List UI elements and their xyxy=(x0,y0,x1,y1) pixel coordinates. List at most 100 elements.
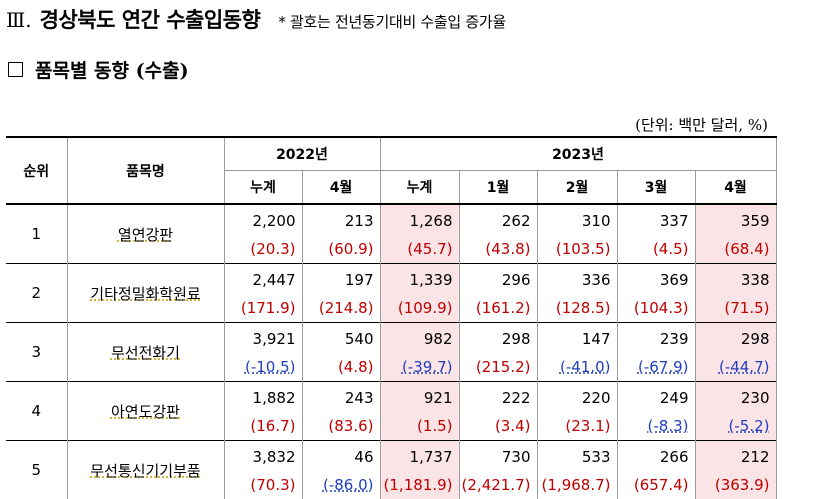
item-name: 무선통신기기부품 xyxy=(90,462,200,480)
rate-value: (3.4) xyxy=(495,417,531,435)
value-cell: 359 xyxy=(695,204,776,235)
rate-value: (70.3) xyxy=(250,476,295,494)
col-item-header: 품목명 xyxy=(67,137,224,204)
rate-value: (-10.5) xyxy=(245,358,296,376)
rate-value: (161.2) xyxy=(476,299,531,317)
rate-value: (1.5) xyxy=(417,417,453,435)
value-cell: 730 xyxy=(459,441,537,472)
sub-header: 4월 xyxy=(302,171,380,205)
value-cell: 921 xyxy=(380,382,459,413)
item-name-cell: 무선전화기 xyxy=(67,323,224,382)
value-cell: 2,200 xyxy=(224,204,302,235)
rank-cell: 2 xyxy=(6,264,67,323)
rate-cell: (215.2) xyxy=(459,353,537,382)
value-cell: 540 xyxy=(302,323,380,354)
value-cell: 2,447 xyxy=(224,264,302,295)
rate-cell: (70.3) xyxy=(224,471,302,499)
rate-cell: (4.5) xyxy=(617,235,695,264)
value-cell: 533 xyxy=(537,441,617,472)
section-number: Ⅲ. xyxy=(6,8,32,32)
rate-value: (109.9) xyxy=(398,299,453,317)
empty-square-icon xyxy=(8,62,23,77)
heading-note: * 괄호는 전년동기대비 수출입 증가율 xyxy=(278,11,506,32)
rate-cell: (1,968.7) xyxy=(537,471,617,499)
rate-value: (-39.7) xyxy=(402,358,453,376)
export-items-table: 순위 품목명 2022년 2023년 누계 4월 누계 1월 2월 3월 4월 … xyxy=(6,136,777,499)
rate-cell: (4.8) xyxy=(302,353,380,382)
rate-value: (171.9) xyxy=(241,299,296,317)
item-name: 기타정밀화학원료 xyxy=(90,285,200,303)
header-row-years: 순위 품목명 2022년 2023년 xyxy=(6,137,776,171)
value-cell: 3,832 xyxy=(224,441,302,472)
sub-header: 누계 xyxy=(224,171,302,205)
rate-cell: (109.9) xyxy=(380,294,459,323)
value-cell: 3,921 xyxy=(224,323,302,354)
rate-cell: (-41.0) xyxy=(537,353,617,382)
value-cell: 296 xyxy=(459,264,537,295)
value-cell: 243 xyxy=(302,382,380,413)
item-name: 열연강판 xyxy=(118,226,173,244)
rate-value: (1,968.7) xyxy=(542,476,611,494)
rate-cell: (43.8) xyxy=(459,235,537,264)
value-cell: 1,268 xyxy=(380,204,459,235)
rate-cell: (104.3) xyxy=(617,294,695,323)
rate-cell: (-5.2) xyxy=(695,412,776,441)
rate-cell: (83.6) xyxy=(302,412,380,441)
rank-cell: 5 xyxy=(6,441,67,499)
value-cell: 46 xyxy=(302,441,380,472)
value-cell: 298 xyxy=(459,323,537,354)
rank-cell: 4 xyxy=(6,382,67,441)
subheading-title: 품목별 동향 (수출) xyxy=(35,56,189,83)
item-name: 아연도강판 xyxy=(111,403,180,421)
rate-value: (214.8) xyxy=(319,299,374,317)
sub-header: 3월 xyxy=(617,171,695,205)
rate-value: (-86.0) xyxy=(323,476,374,494)
value-cell: 212 xyxy=(695,441,776,472)
rate-cell: (20.3) xyxy=(224,235,302,264)
rate-value: (-8.3) xyxy=(648,417,689,435)
sub-header: 4월 xyxy=(695,171,776,205)
rate-cell: (-44.7) xyxy=(695,353,776,382)
rate-cell: (-8.3) xyxy=(617,412,695,441)
value-cell: 222 xyxy=(459,382,537,413)
value-cell: 249 xyxy=(617,382,695,413)
value-cell: 230 xyxy=(695,382,776,413)
rate-value: (4.8) xyxy=(338,358,374,376)
rate-cell: (45.7) xyxy=(380,235,459,264)
value-cell: 262 xyxy=(459,204,537,235)
rate-cell: (1,181.9) xyxy=(380,471,459,499)
rate-value: (657.4) xyxy=(634,476,689,494)
rate-cell: (-86.0) xyxy=(302,471,380,499)
value-cell: 1,737 xyxy=(380,441,459,472)
section-subheading: 품목별 동향 (수출) xyxy=(8,56,189,83)
value-cell: 266 xyxy=(617,441,695,472)
rate-cell: (363.9) xyxy=(695,471,776,499)
rate-value: (-41.0) xyxy=(560,358,611,376)
page-title: 경상북도 연간 수출입동향 xyxy=(40,4,261,34)
rate-value: (103.5) xyxy=(556,240,611,258)
rate-value: (104.3) xyxy=(634,299,689,317)
rate-value: (20.3) xyxy=(250,240,295,258)
rate-cell: (103.5) xyxy=(537,235,617,264)
rate-cell: (128.5) xyxy=(537,294,617,323)
item-name-cell: 아연도강판 xyxy=(67,382,224,441)
rate-value: (215.2) xyxy=(476,358,531,376)
rate-value: (60.9) xyxy=(328,240,373,258)
item-name-cell: 열연강판 xyxy=(67,204,224,264)
rate-value: (1,181.9) xyxy=(384,476,453,494)
rate-cell: (-39.7) xyxy=(380,353,459,382)
rate-cell: (16.7) xyxy=(224,412,302,441)
group-2022-header: 2022년 xyxy=(224,137,380,171)
value-cell: 147 xyxy=(537,323,617,354)
value-cell: 298 xyxy=(695,323,776,354)
value-cell: 213 xyxy=(302,204,380,235)
rate-value: (-67.9) xyxy=(638,358,689,376)
rate-value: (23.1) xyxy=(565,417,610,435)
rate-value: (43.8) xyxy=(485,240,530,258)
rate-cell: (-67.9) xyxy=(617,353,695,382)
rate-value: (45.7) xyxy=(407,240,452,258)
